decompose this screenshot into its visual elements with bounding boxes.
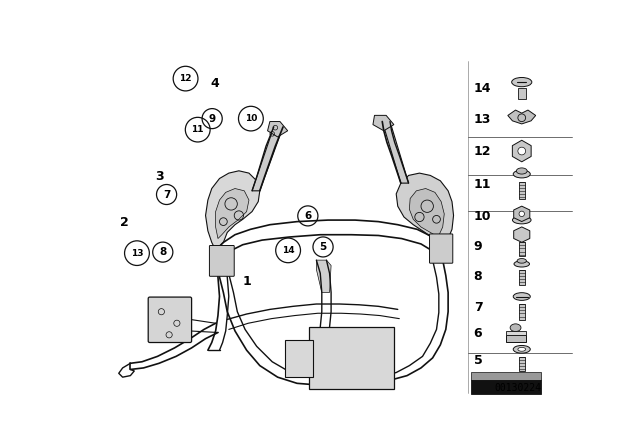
Text: 9: 9 [209, 114, 216, 124]
Text: 6: 6 [304, 211, 312, 221]
Text: 10: 10 [244, 114, 257, 123]
Text: 9: 9 [474, 241, 483, 254]
Text: 13: 13 [474, 113, 491, 126]
Polygon shape [268, 121, 288, 137]
Polygon shape [373, 116, 394, 131]
Text: 14: 14 [474, 82, 492, 95]
Polygon shape [316, 260, 331, 293]
Text: 10: 10 [474, 211, 492, 224]
Ellipse shape [513, 345, 531, 353]
Ellipse shape [517, 258, 526, 263]
Ellipse shape [510, 324, 521, 332]
Bar [308, 327, 394, 389]
Bar [472, 380, 541, 394]
Text: 00130224: 00130224 [494, 383, 541, 392]
FancyBboxPatch shape [429, 234, 452, 263]
Bar [518, 182, 525, 199]
Ellipse shape [514, 261, 529, 267]
Bar [518, 357, 525, 371]
Polygon shape [513, 140, 531, 162]
Polygon shape [514, 206, 530, 222]
Text: 14: 14 [282, 246, 294, 255]
Polygon shape [472, 372, 541, 380]
Text: 5: 5 [474, 353, 483, 366]
Text: 2: 2 [120, 216, 129, 229]
Text: 7: 7 [474, 301, 483, 314]
Text: 8: 8 [474, 270, 483, 283]
Bar [285, 340, 312, 377]
Text: 3: 3 [156, 170, 164, 183]
Ellipse shape [518, 347, 525, 351]
Polygon shape [252, 127, 283, 191]
Polygon shape [514, 227, 530, 242]
Text: 12: 12 [474, 145, 492, 158]
Text: 1: 1 [243, 275, 252, 288]
Text: 11: 11 [191, 125, 204, 134]
FancyBboxPatch shape [209, 246, 234, 276]
Bar [518, 304, 525, 319]
Text: 7: 7 [163, 190, 170, 199]
Polygon shape [205, 171, 260, 250]
Ellipse shape [516, 168, 527, 174]
Ellipse shape [513, 293, 531, 300]
Polygon shape [506, 336, 525, 341]
Bar [518, 242, 525, 256]
Ellipse shape [519, 211, 524, 216]
Ellipse shape [511, 78, 532, 87]
Bar [518, 270, 525, 285]
Ellipse shape [518, 147, 525, 155]
Text: 5: 5 [319, 242, 326, 252]
Polygon shape [216, 189, 249, 238]
Text: 8: 8 [159, 247, 166, 257]
Text: 13: 13 [131, 249, 143, 258]
FancyBboxPatch shape [148, 297, 191, 343]
Polygon shape [382, 121, 408, 183]
Text: 12: 12 [179, 74, 192, 83]
Bar [518, 88, 525, 99]
Polygon shape [410, 189, 444, 237]
Polygon shape [506, 331, 525, 336]
Polygon shape [508, 110, 536, 124]
Text: 4: 4 [211, 77, 219, 90]
Polygon shape [396, 173, 454, 246]
Text: 11: 11 [474, 178, 492, 191]
Text: 6: 6 [474, 327, 483, 340]
Ellipse shape [513, 216, 531, 224]
Ellipse shape [513, 170, 531, 178]
